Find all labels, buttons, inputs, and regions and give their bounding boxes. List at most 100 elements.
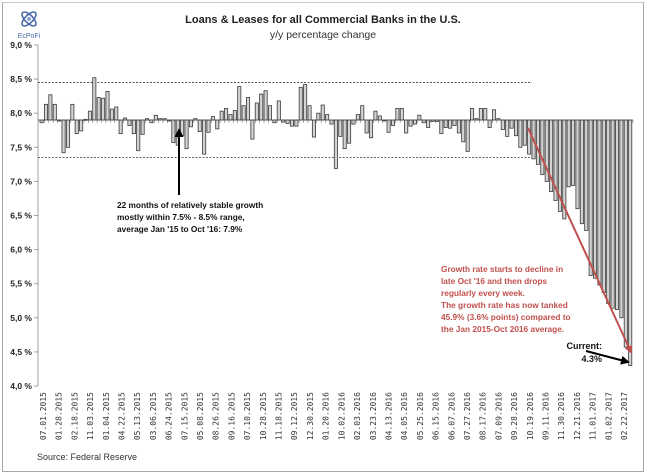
x-tick-label: 06.15.2016 — [432, 392, 441, 440]
bar — [456, 119, 461, 134]
x-tick-label: 11.18.2015 — [275, 392, 284, 440]
bar — [421, 119, 426, 124]
bar — [316, 112, 321, 121]
current-value-annotation: Current: 4.3% — [530, 340, 603, 366]
bar — [351, 119, 356, 125]
bar — [202, 119, 207, 155]
bar — [118, 119, 123, 135]
bar — [412, 119, 417, 125]
bar — [241, 105, 246, 121]
bar — [527, 119, 532, 155]
reference-lines — [38, 82, 532, 158]
logo: EcPoFi — [12, 8, 46, 40]
x-tick-label: 10.28.2015 — [259, 392, 268, 440]
y-tick-label: 5,0 % — [10, 313, 32, 323]
bar — [597, 119, 602, 286]
bar — [355, 114, 360, 121]
bar — [399, 108, 404, 121]
bar — [276, 100, 281, 121]
bar — [307, 105, 312, 121]
decline-annotation-line: The growth rate has now tanked — [441, 300, 568, 310]
bar — [272, 119, 277, 124]
bar — [386, 119, 391, 133]
current-label: Current: — [566, 341, 603, 351]
y-tick-label: 6,5 % — [10, 211, 32, 221]
bar — [74, 119, 79, 135]
bar — [43, 103, 48, 121]
bar — [325, 114, 330, 121]
bar — [285, 119, 290, 124]
bar — [610, 119, 615, 309]
bar — [439, 119, 444, 135]
decline-annotation-line: regularly every week. — [441, 288, 525, 298]
bar — [259, 93, 264, 121]
x-tick-label: 07.10.2015 — [243, 392, 252, 440]
bar — [96, 97, 101, 121]
bar — [500, 119, 505, 130]
x-tick-label: 02.03.2016 — [353, 392, 362, 440]
x-tick-label: 05.25.2016 — [416, 392, 425, 440]
bar — [232, 110, 237, 121]
x-tick-label: 04.05.2016 — [400, 392, 409, 440]
bar — [79, 119, 84, 132]
bar — [514, 119, 518, 137]
x-tick-label: 01.02.2017 — [604, 392, 613, 440]
bar — [566, 119, 571, 188]
bar — [329, 119, 334, 125]
bar — [136, 119, 141, 152]
bar — [452, 119, 457, 126]
y-tick-label: 9,0 % — [10, 40, 32, 50]
bar — [263, 90, 268, 121]
x-tick-label: 11.30.2016 — [557, 392, 566, 440]
decline-annotation-line: the Jan 2015-Oct 2016 average. — [441, 324, 565, 334]
bar — [619, 119, 624, 319]
y-tick-label: 4,5 % — [10, 347, 32, 357]
x-tick-label: 08.17.2016 — [479, 392, 488, 440]
chart-title: Loans & Leases for all Commercial Banks … — [185, 14, 461, 26]
bar — [483, 108, 488, 121]
decline-annotation-line: late Oct '16 and then drops — [441, 276, 548, 286]
bar — [505, 119, 510, 137]
x-axis-labels: 07.01.2015 01.28.2015 02.18.2015 11.03.2015… — [39, 392, 629, 440]
y-tick-label: 7,5 % — [10, 142, 32, 152]
decline-trend-arrow — [527, 127, 633, 354]
bar — [268, 105, 273, 121]
y-tick-label: 6,0 % — [10, 245, 32, 255]
current-value-arrow — [585, 350, 630, 365]
bar — [87, 110, 92, 121]
x-tick-label: 06.24.2015 — [165, 392, 174, 440]
bar — [478, 108, 483, 121]
decline-annotation-line: Growth rate starts to decline in — [441, 264, 564, 274]
bar — [443, 119, 448, 128]
bar — [364, 119, 369, 134]
bar — [140, 119, 145, 135]
bar — [246, 97, 251, 121]
source-note: Source: Federal Reserve — [37, 452, 138, 462]
chart-subtitle: y/y percentage change — [269, 29, 377, 41]
bar — [522, 119, 527, 146]
bar — [52, 103, 57, 121]
bar — [92, 77, 97, 121]
y-axis: 9,0 % 8,5 % 8,0 % 7,5 % 7,0 % 6,5 % 6,0 % 5,5 %… — [10, 40, 39, 391]
bar — [188, 119, 193, 128]
x-tick-label: 12.21.2016 — [573, 392, 582, 440]
bar — [448, 119, 453, 129]
x-tick-label: 12.30.2015 — [306, 392, 315, 440]
stable-annotation-line: 22 months of relatively stable growth — [117, 200, 264, 210]
bar — [206, 119, 211, 133]
bar — [114, 106, 119, 121]
bar — [210, 116, 215, 121]
bar — [311, 119, 316, 138]
bar — [197, 119, 202, 133]
bar — [615, 119, 620, 311]
bar — [237, 86, 242, 121]
bar — [298, 86, 303, 121]
bar — [518, 119, 523, 148]
bar — [105, 90, 110, 121]
bar — [391, 119, 396, 126]
bar — [127, 119, 132, 126]
bar — [601, 119, 606, 293]
x-tick-label: 11.01.2017 — [589, 392, 598, 440]
